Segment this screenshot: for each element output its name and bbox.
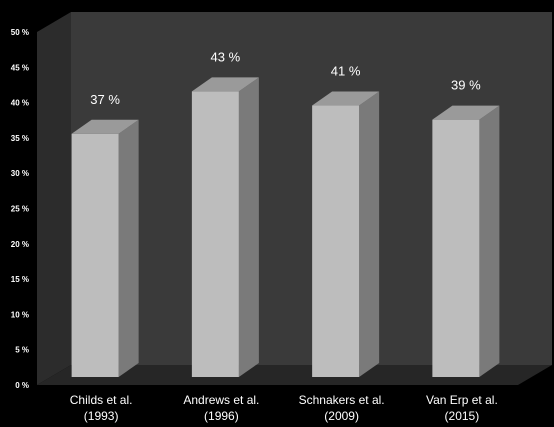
category-label: Van Erp et al. (2015) bbox=[426, 393, 498, 423]
bar-front bbox=[71, 133, 119, 377]
category-label: Schnakers et al. (2009) bbox=[299, 393, 385, 423]
data-label: 43 % bbox=[211, 49, 241, 64]
category-label: Andrews et al. (1996) bbox=[183, 393, 259, 423]
bar-top bbox=[191, 77, 259, 92]
bar bbox=[312, 91, 380, 377]
bar-side bbox=[238, 77, 259, 378]
data-label: 39 % bbox=[451, 78, 481, 93]
y-tick-label: 40 % bbox=[11, 99, 29, 108]
bars bbox=[71, 77, 500, 378]
y-tick-label: 10 % bbox=[11, 310, 29, 319]
y-axis-ticks: 0 % 5 % 10 % 15 % 20 % 25 % 30 % 35 % 40 % 45 % 50… bbox=[11, 28, 29, 390]
y-tick-label: 15 % bbox=[11, 275, 29, 284]
y-tick-label: 30 % bbox=[11, 169, 29, 178]
bar-top bbox=[312, 91, 380, 106]
bar bbox=[71, 119, 139, 377]
chart-side-wall bbox=[37, 12, 71, 385]
bar-side bbox=[359, 91, 380, 377]
chart-floor bbox=[37, 365, 552, 385]
bar-front bbox=[312, 105, 360, 377]
bar-side bbox=[118, 119, 139, 377]
chart-back-wall bbox=[71, 12, 552, 365]
bar-front bbox=[191, 91, 239, 378]
bar bbox=[432, 105, 500, 377]
y-tick-label: 0 % bbox=[15, 381, 29, 390]
data-label: 41 % bbox=[331, 64, 361, 79]
bar-front bbox=[432, 119, 480, 377]
y-tick-label: 5 % bbox=[15, 346, 29, 355]
category-label: Childs et al. (1993) bbox=[70, 393, 133, 423]
bar-side bbox=[479, 105, 500, 377]
bar bbox=[191, 77, 259, 378]
y-tick-label: 25 % bbox=[11, 205, 29, 214]
y-tick-label: 20 % bbox=[11, 240, 29, 249]
y-tick-label: 50 % bbox=[11, 28, 29, 37]
data-labels: 37 % 43 % 41 % 39 % bbox=[90, 49, 481, 106]
y-tick-label: 35 % bbox=[11, 134, 29, 143]
data-label: 37 % bbox=[90, 92, 120, 107]
y-tick-label: 45 % bbox=[11, 63, 29, 72]
bar-top bbox=[432, 105, 500, 120]
x-axis-categories: Childs et al. (1993) Andrews et al. (1996) S… bbox=[70, 393, 498, 423]
bar-top bbox=[71, 119, 139, 134]
